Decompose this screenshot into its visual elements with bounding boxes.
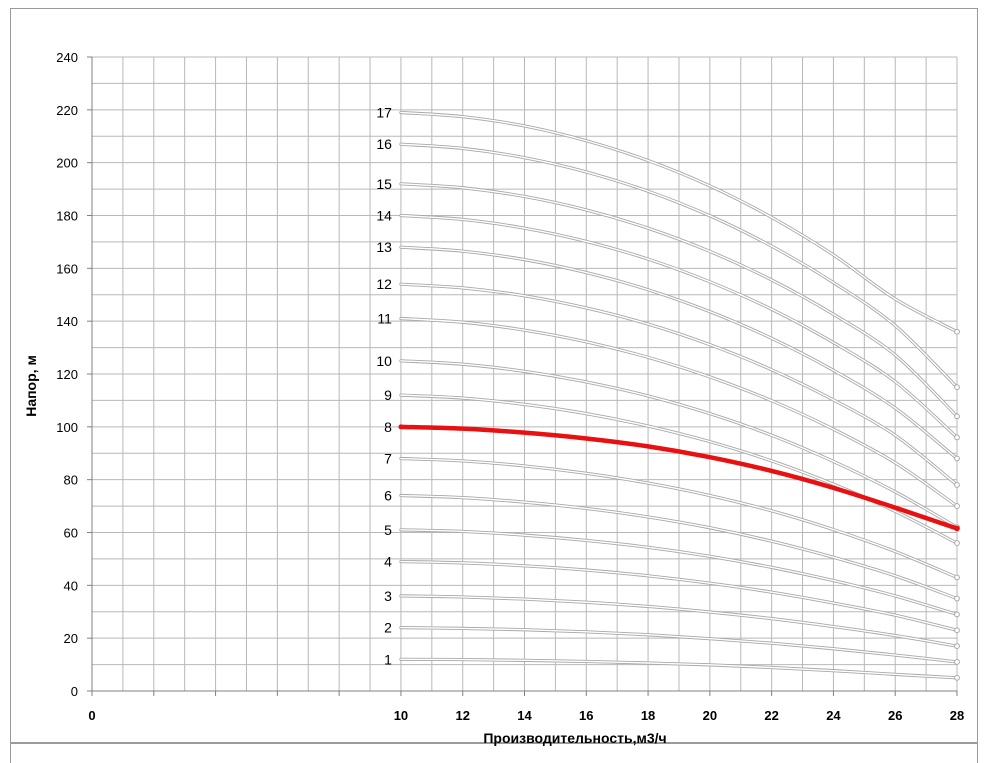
curve-label-5: 5 [384, 522, 392, 538]
curve-15 [400, 183, 958, 417]
curve-5 [400, 529, 958, 616]
curve-1-endpoint [954, 674, 960, 681]
curve-label-7: 7 [384, 451, 392, 467]
grid [92, 56, 958, 691]
curve-5-endpoint [954, 611, 960, 618]
y-axis-title: Напор, м [23, 355, 39, 417]
y-tick-label: 180 [56, 209, 78, 224]
curve-7 [400, 457, 958, 579]
x-tick-label: 28 [950, 708, 964, 723]
curve-15-endpoint [954, 413, 960, 420]
y-tick-label: 140 [56, 314, 78, 329]
x-tick-label: 10 [394, 708, 408, 723]
curve-label-15: 15 [376, 176, 392, 192]
curve-2-endpoint [954, 659, 960, 665]
y-tick-label: 200 [56, 156, 78, 171]
x-tick-label: 16 [579, 708, 593, 723]
y-tick-label: 240 [56, 50, 78, 65]
curve-16 [400, 143, 958, 388]
y-tick-label: 0 [71, 684, 78, 699]
lower-panel-edge [10, 743, 978, 763]
curve-17-endpoint [954, 328, 960, 335]
curve-label-14: 14 [376, 208, 392, 224]
y-tick-label: 80 [64, 473, 78, 488]
y-tick-label: 20 [64, 631, 78, 646]
curve-label-6: 6 [384, 488, 392, 504]
curve-label-3: 3 [384, 588, 392, 604]
curve-4 [400, 560, 958, 631]
y-tick-label: 40 [64, 578, 78, 593]
y-tick-label: 120 [56, 367, 78, 382]
curve-14-endpoint [954, 434, 960, 441]
y-tick-label: 60 [64, 526, 78, 541]
x-tick-label: 20 [703, 708, 717, 723]
curve-label-2: 2 [384, 620, 392, 636]
curve-7-endpoint [954, 574, 960, 581]
x-tick-labels: 0 10 12 14 16 18 20 22 24 26 28 [88, 708, 964, 723]
x-tick-label: 14 [517, 708, 532, 723]
curve-17 [400, 111, 958, 333]
curve-label-8: 8 [384, 419, 392, 435]
curve-label-12: 12 [376, 276, 392, 292]
curve-label-1: 1 [384, 651, 392, 667]
curve-9-endpoint [954, 540, 960, 546]
curve-label-11: 11 [377, 311, 392, 327]
curve-6 [400, 494, 958, 600]
curve-8-highlight [398, 424, 960, 531]
curve-3-endpoint [954, 643, 960, 649]
curve-1 [400, 658, 958, 679]
curve-12 [400, 283, 958, 486]
x-tick-label: 12 [455, 708, 469, 723]
curve-13 [400, 246, 958, 460]
curve-label-16: 16 [376, 136, 392, 152]
curve-8-endpoint [954, 525, 960, 532]
curve-4-endpoint [954, 627, 960, 634]
head-curves [398, 110, 960, 681]
curve-label-17: 17 [376, 104, 392, 120]
curve-label-10: 10 [376, 353, 392, 369]
x-tick-label: 0 [88, 708, 95, 723]
curve-label-9: 9 [384, 387, 392, 403]
axes [87, 56, 958, 696]
x-axis-title: Производительность,м3/ч [483, 730, 666, 746]
curve-6-endpoint [954, 595, 960, 602]
y-tick-label: 160 [56, 261, 78, 276]
curve-12-endpoint [954, 482, 960, 488]
curve-10 [400, 360, 958, 528]
x-tick-label: 22 [764, 708, 778, 723]
curve-11 [400, 317, 958, 507]
y-tick-label: 220 [56, 103, 78, 118]
curve-13-endpoint [954, 455, 960, 462]
curve-2 [400, 626, 958, 663]
curve-label-4: 4 [384, 554, 392, 570]
y-tick-label: 100 [56, 420, 78, 435]
x-tick-label: 24 [826, 708, 841, 723]
y-tick-labels: 0 20 40 60 80 100 120 140 160 180 200 220 240 [56, 50, 78, 699]
curve-14 [400, 214, 958, 439]
curve-8-start [398, 424, 404, 430]
curve-16-endpoint [954, 384, 960, 391]
curve-11-endpoint [954, 503, 960, 509]
curve-label-13: 13 [376, 239, 392, 255]
x-tick-label: 26 [888, 708, 902, 723]
x-tick-label: 18 [641, 708, 655, 723]
curve-3 [400, 595, 958, 647]
